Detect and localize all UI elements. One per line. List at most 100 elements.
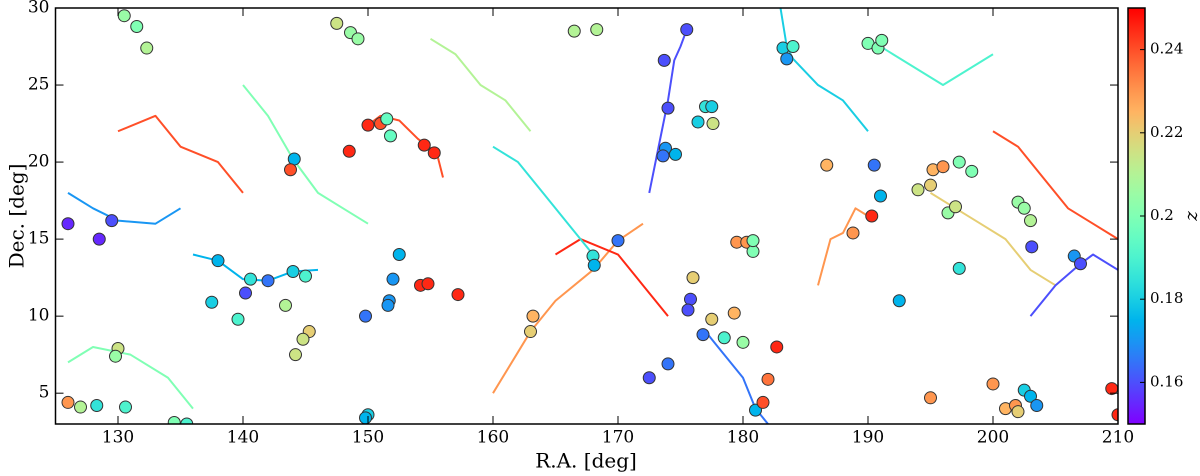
cluster-point <box>342 144 356 158</box>
filament <box>817 207 869 286</box>
x-tick-label: 150 <box>352 428 384 448</box>
cluster-point <box>686 271 700 285</box>
cluster-point <box>417 138 431 152</box>
cluster-point <box>451 288 465 302</box>
cluster-point <box>717 331 731 345</box>
filament <box>67 192 182 225</box>
cluster-point <box>611 234 625 248</box>
cluster-point <box>61 217 75 231</box>
cluster-point <box>526 309 540 323</box>
cluster-point <box>567 24 581 38</box>
cluster-point <box>386 272 400 286</box>
cluster-point <box>359 309 372 323</box>
cluster-point <box>780 52 794 66</box>
cluster-point <box>680 23 694 37</box>
cluster-point <box>421 277 435 291</box>
cluster-point <box>696 328 710 342</box>
x-tick-label: 190 <box>852 428 884 448</box>
x-tick-label: 210 <box>1102 428 1134 448</box>
x-tick-label: 170 <box>602 428 634 448</box>
cluster-point <box>952 261 966 275</box>
cluster-point <box>749 403 762 417</box>
plot-layer <box>61 8 1118 424</box>
cluster-point <box>286 264 300 278</box>
cluster-point <box>119 400 132 414</box>
cluster-point <box>936 160 950 174</box>
cluster-point <box>642 371 656 385</box>
x-tick-label: 130 <box>102 428 134 448</box>
filament <box>992 130 1118 240</box>
cluster-point <box>656 149 670 163</box>
filament <box>779 8 869 132</box>
cluster-point <box>986 377 1000 391</box>
filament <box>867 37 994 87</box>
cluster-point <box>911 183 925 197</box>
cluster-point <box>524 325 537 339</box>
cluster-point <box>427 146 441 160</box>
cluster-point <box>351 32 365 46</box>
y-axis-label: Dec. [deg] <box>5 164 29 269</box>
cluster-point <box>289 348 302 362</box>
cluster-point <box>661 357 675 371</box>
filament <box>429 37 532 132</box>
cluster-point <box>892 294 906 308</box>
cluster-point <box>392 248 406 262</box>
cluster-point <box>1011 405 1025 419</box>
cluster-point <box>705 312 719 326</box>
cluster-point <box>211 254 225 268</box>
filament <box>67 345 194 410</box>
cluster-point <box>1111 408 1118 422</box>
cluster-point <box>965 164 979 178</box>
colorbar-tick-label: 0.22 <box>1150 123 1183 141</box>
cluster-point <box>874 189 887 203</box>
cluster-point <box>167 415 181 424</box>
cluster-point <box>669 147 682 161</box>
cluster-point <box>130 19 144 33</box>
cluster-point <box>261 274 275 288</box>
colorbar-label: z <box>1181 211 1200 222</box>
cluster-point <box>1074 257 1087 271</box>
y-tick-label: 25 <box>28 75 50 95</box>
y-tick-label: 5 <box>39 383 50 403</box>
cluster-point <box>770 340 784 354</box>
filament <box>554 238 669 317</box>
cluster-point <box>924 391 937 405</box>
cluster-point <box>691 115 705 129</box>
cluster-point <box>587 258 601 272</box>
cluster-point <box>1024 214 1037 228</box>
cluster-point <box>231 312 245 326</box>
x-tick-label: 180 <box>727 428 759 448</box>
cluster-point <box>661 101 675 115</box>
cluster-point <box>296 332 310 346</box>
cluster-point <box>746 234 760 248</box>
cluster-point <box>1017 201 1031 215</box>
cluster-point <box>736 335 750 349</box>
x-axis-label: R.A. [deg] <box>535 449 637 473</box>
x-tick-label: 160 <box>477 428 509 448</box>
cluster-point <box>61 395 75 409</box>
colorbar-tick-label: 0.24 <box>1150 40 1183 58</box>
cluster-point <box>684 292 697 306</box>
cluster-point <box>381 298 395 312</box>
cluster-point <box>330 16 344 30</box>
cluster-point <box>657 53 671 67</box>
cluster-point <box>109 349 122 363</box>
cluster-point <box>92 232 106 246</box>
cluster-point <box>359 411 372 424</box>
y-tick-label: 20 <box>28 152 50 172</box>
cluster-point <box>117 9 131 23</box>
cluster-point <box>875 33 889 47</box>
cluster-point <box>380 112 394 126</box>
cluster-point <box>590 23 604 37</box>
colorbar-tick-label: 0.16 <box>1150 372 1183 390</box>
cluster-point <box>952 155 966 169</box>
cluster-point <box>74 400 87 414</box>
cluster-point <box>90 399 104 413</box>
y-tick-label: 30 <box>28 0 50 18</box>
colorbar-tick-label: 0.18 <box>1150 289 1183 307</box>
cluster-point <box>746 244 760 258</box>
cluster-point <box>756 395 770 409</box>
cluster-point <box>180 417 194 424</box>
cluster-point <box>761 372 775 386</box>
